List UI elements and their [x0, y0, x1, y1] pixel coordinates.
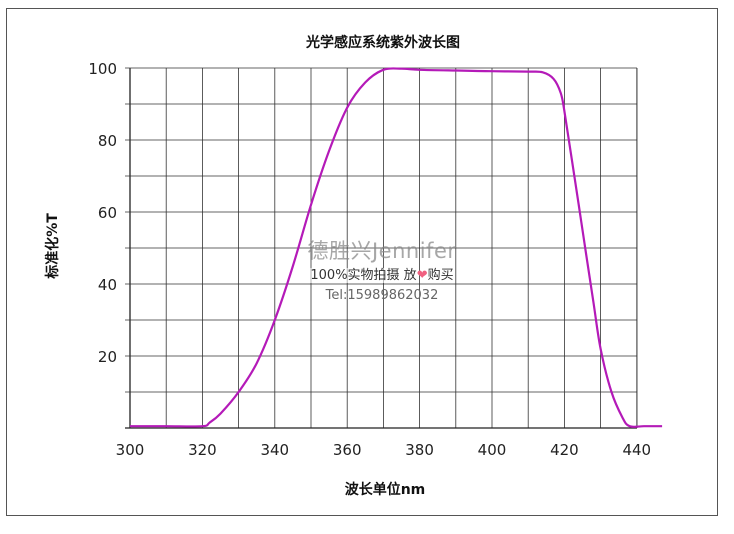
y-tick-label: 20 [98, 348, 117, 366]
x-tick-label: 400 [478, 441, 507, 459]
x-tick-label: 360 [333, 441, 362, 459]
x-tick-label: 320 [188, 441, 217, 459]
y-tick-label: 40 [98, 276, 117, 294]
y-tick-label: 80 [98, 132, 117, 150]
grid [125, 67, 638, 429]
x-tick-label: 340 [260, 441, 289, 459]
chart-title: 光学感应系统紫外波长图 [305, 34, 460, 51]
chart-frame [6, 8, 718, 516]
x-tick-label: 380 [405, 441, 434, 459]
series-line [130, 67, 663, 428]
tick-labels: 300 320 340 360 380 400 420 440 20 40 60 80 100 [88, 60, 651, 459]
x-tick-label: 440 [622, 441, 651, 459]
y-axis-label: 标准化%T [44, 213, 61, 280]
x-tick-label: 420 [550, 441, 579, 459]
y-tick-label: 100 [88, 60, 117, 78]
x-tick-label: 300 [116, 441, 145, 459]
x-axis-label: 波长单位nm [345, 481, 426, 498]
y-tick-label: 60 [98, 204, 117, 222]
